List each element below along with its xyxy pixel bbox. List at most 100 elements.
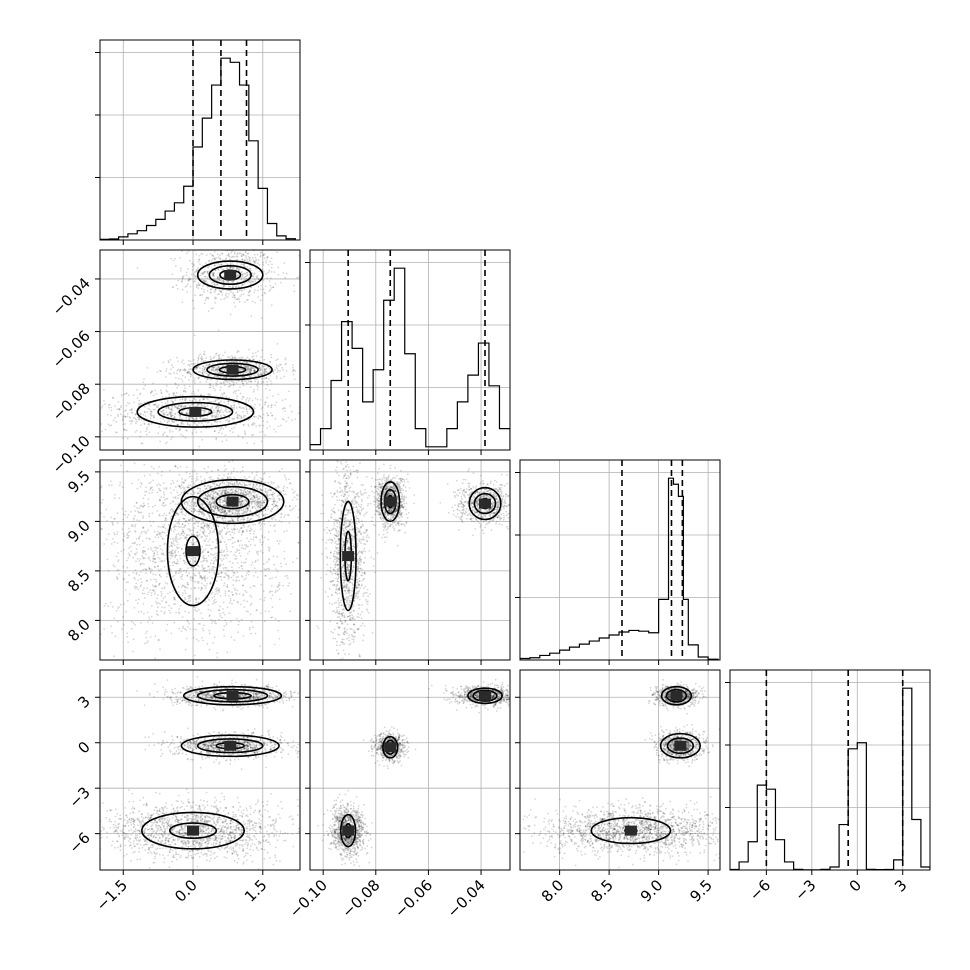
sample-point: [116, 620, 119, 623]
sample-point: [219, 382, 222, 384]
sample-point: [233, 408, 236, 411]
sample-point: [193, 422, 196, 425]
sample-point: [266, 427, 269, 429]
sample-point: [182, 390, 185, 393]
sample-point: [242, 584, 245, 587]
sample-point: [187, 364, 190, 366]
sample-point: [249, 290, 252, 292]
sample-point: [260, 440, 263, 443]
sample-point: [176, 480, 179, 483]
density-contour: [196, 260, 264, 290]
sample-point: [228, 293, 230, 295]
sample-point: [254, 280, 257, 283]
sample-point: [176, 467, 179, 469]
sample-point: [218, 278, 220, 281]
sample-point: [212, 496, 214, 499]
sample-point: [232, 401, 235, 403]
sample-point: [171, 414, 173, 417]
sample-point: [206, 271, 209, 274]
sample-point: [214, 269, 217, 272]
sample-point: [144, 494, 147, 496]
sample-point: [141, 540, 144, 542]
sample-point: [246, 507, 249, 510]
sample-point: [206, 643, 209, 645]
sample-point: [118, 408, 121, 411]
sample-point: [82, 640, 84, 642]
sample-point: [191, 269, 194, 271]
sample-point: [150, 412, 153, 415]
sample-point: [199, 294, 201, 297]
sample-point: [213, 366, 215, 369]
sample-point: [199, 274, 202, 277]
sample-point: [188, 418, 191, 421]
sample-point: [182, 592, 184, 594]
sample-point: [275, 504, 277, 507]
sample-point: [218, 490, 220, 493]
sample-point: [142, 502, 145, 505]
sample-point: [246, 493, 248, 496]
sample-point: [224, 351, 226, 354]
sample-point: [190, 557, 193, 560]
sample-point: [150, 592, 153, 594]
sample-point: [106, 413, 109, 416]
sample-point: [256, 576, 259, 579]
sample-point: [177, 405, 180, 408]
sample-point: [222, 490, 225, 492]
sample-point: [216, 411, 218, 414]
sample-point: [214, 289, 217, 292]
sample-point: [172, 259, 175, 262]
sample-point: [242, 491, 245, 494]
sample-point: [211, 498, 214, 501]
sample-point: [240, 561, 243, 564]
sample-point: [255, 364, 257, 366]
panel-frame: [519, 459, 721, 661]
sample-point: [221, 511, 224, 514]
sample-point: [242, 384, 245, 387]
sample-point: [241, 258, 244, 261]
sample-point: [264, 434, 266, 436]
sample-point: [218, 411, 221, 413]
sample-point: [213, 282, 216, 285]
sample-point: [270, 597, 272, 600]
sample-point: [238, 549, 241, 552]
sample-point: [211, 489, 214, 492]
sample-point: [255, 483, 258, 486]
sample-point: [173, 578, 176, 581]
sample-point: [270, 353, 273, 356]
sample-point: [260, 489, 263, 492]
sample-point: [283, 262, 286, 264]
sample-point: [191, 544, 194, 546]
sample-point: [210, 307, 213, 310]
sample-point: [263, 472, 266, 474]
sample-point: [264, 515, 267, 518]
sample-point: [195, 366, 198, 369]
x-tick-label: −3: [791, 876, 819, 904]
sample-point: [241, 382, 244, 385]
sample-point: [211, 416, 214, 419]
sample-point: [255, 483, 258, 486]
sample-point: [269, 434, 271, 436]
sample-point: [124, 510, 127, 513]
sample-point: [252, 483, 255, 485]
sample-point: [262, 514, 265, 517]
sample-point: [262, 520, 264, 523]
sample-point: [118, 408, 120, 410]
sample-point: [239, 491, 242, 494]
sample-point: [257, 504, 259, 507]
sample-point: [273, 563, 276, 566]
sample-point: [234, 361, 237, 363]
sample-point: [187, 268, 189, 271]
sample-point: [253, 496, 256, 499]
sample-point: [248, 570, 250, 573]
sample-point: [240, 276, 243, 279]
sample-point: [277, 542, 280, 545]
sample-point: [230, 472, 233, 475]
sample-point: [273, 525, 275, 528]
sample-point: [261, 417, 264, 419]
sample-point: [173, 393, 176, 395]
sample-point: [243, 454, 245, 456]
sample-point: [231, 519, 234, 522]
sample-point: [219, 512, 222, 514]
sample-point: [235, 389, 238, 392]
sample-point: [254, 397, 257, 400]
